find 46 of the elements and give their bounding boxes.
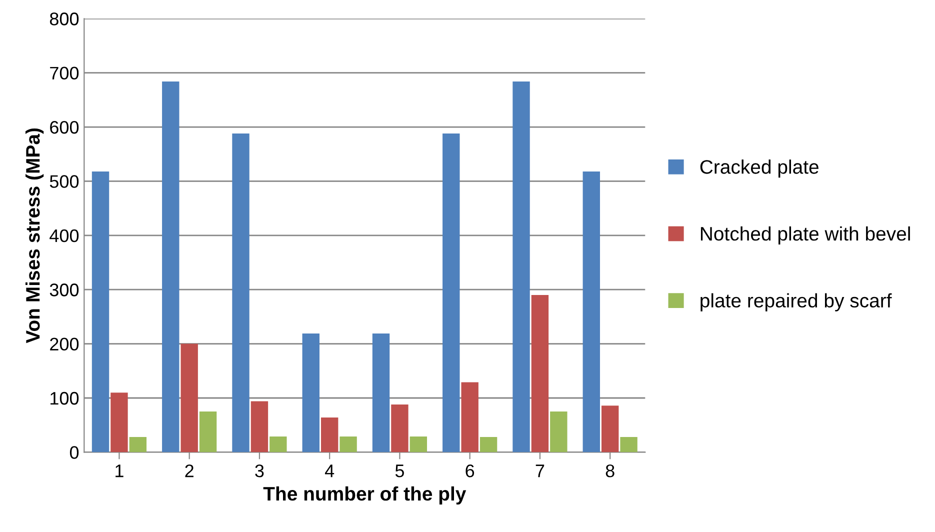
- bar: [410, 436, 428, 452]
- x-tick-label: 7: [536, 464, 544, 478]
- y-tick-label: 500: [50, 175, 79, 188]
- x-tick-label: 3: [255, 464, 264, 478]
- x-tick-label: 1: [116, 464, 124, 478]
- y-tick-label: 300: [50, 284, 79, 296]
- legend-label: plate repaired by scarf: [700, 293, 892, 312]
- y-tick-label: 0: [70, 446, 79, 459]
- bar: [302, 334, 320, 452]
- bar: [461, 382, 478, 452]
- bar: [129, 437, 147, 452]
- bar: [270, 436, 287, 452]
- bar: [601, 406, 619, 452]
- bar: [232, 134, 250, 452]
- bar: [162, 81, 180, 452]
- y-tick-label: 200: [50, 338, 79, 351]
- bar: [110, 392, 128, 452]
- bar: [582, 171, 600, 452]
- x-tick-label: 6: [466, 464, 474, 478]
- bar: [320, 418, 338, 452]
- x-tick-label: 4: [324, 464, 334, 478]
- bar: [531, 295, 549, 452]
- bar: [512, 81, 530, 452]
- y-tick-label: 800: [50, 12, 79, 26]
- x-tick-label: 2: [185, 464, 194, 478]
- y-tick-label: 100: [50, 392, 79, 405]
- bar: [250, 401, 268, 452]
- bar: [372, 334, 390, 452]
- y-tick-label: 600: [50, 120, 79, 134]
- bar: [391, 404, 408, 452]
- bar: [480, 437, 498, 452]
- legend-label: Notched plate with bevel: [700, 226, 910, 245]
- bar: [92, 171, 110, 452]
- x-tick-label: 8: [606, 464, 614, 478]
- bar: [180, 344, 198, 452]
- x-axis-title: The number of the ply: [263, 486, 466, 505]
- legend-label: Cracked plate: [700, 160, 818, 178]
- x-tick-label: 5: [395, 464, 404, 478]
- bar: [442, 134, 460, 452]
- bar: [340, 436, 357, 452]
- y-tick-label: 400: [50, 229, 79, 242]
- y-axis-title: Von Mises stress (MPa): [25, 128, 44, 344]
- bar: [550, 412, 568, 452]
- y-tick-label: 700: [50, 66, 79, 80]
- bar: [620, 437, 638, 452]
- bar: [199, 412, 217, 452]
